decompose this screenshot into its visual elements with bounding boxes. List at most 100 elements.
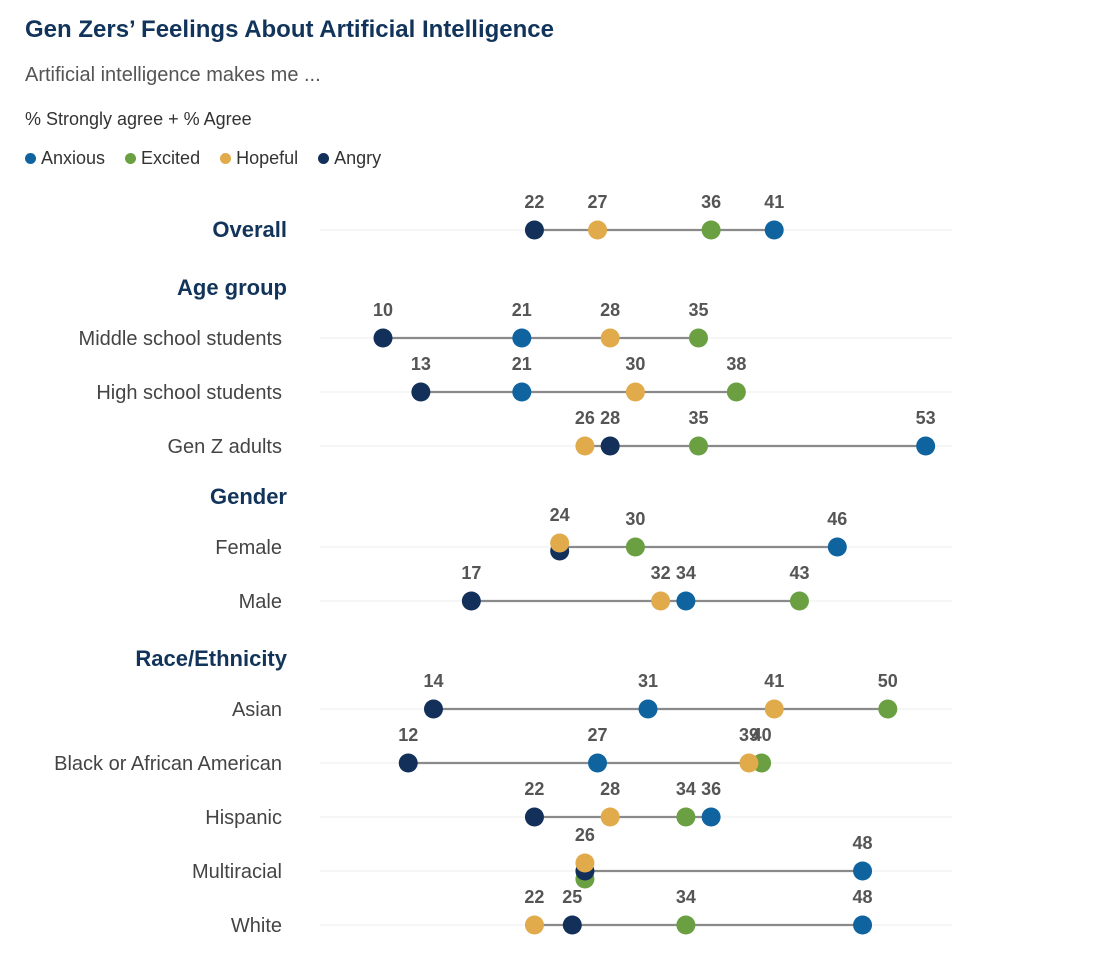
row-label-overall: Overall — [212, 217, 287, 242]
legend-label-hopeful: Hopeful — [236, 148, 299, 168]
dot-black-or-african-american-hopeful — [739, 753, 759, 773]
value-label-hispanic-anxious: 36 — [701, 779, 721, 799]
dot-white-anxious — [853, 915, 873, 935]
dot-high-school-students-hopeful — [625, 382, 645, 402]
chart-title: Gen Zers’ Feelings About Artificial Inte… — [25, 16, 554, 43]
dot-gen-z-adults-hopeful — [575, 436, 595, 456]
dot-overall-hopeful — [588, 220, 608, 240]
dot-white-excited — [676, 915, 696, 935]
legend-dot-anxious — [25, 153, 36, 164]
value-label-white-excited: 34 — [676, 887, 696, 907]
dot-male-excited — [789, 591, 809, 611]
value-label-female-excited: 30 — [625, 509, 645, 529]
value-label-male-angry: 17 — [461, 563, 481, 583]
legend-item-hopeful: Hopeful — [220, 148, 298, 169]
value-label-middle-school-students-excited: 35 — [688, 300, 708, 320]
chart-subtitle: Artificial intelligence makes me ... — [25, 64, 321, 86]
legend-item-anxious: Anxious — [25, 148, 105, 169]
value-label-asian-anxious: 31 — [638, 671, 658, 691]
value-label-gen-z-adults-anxious: 53 — [916, 408, 936, 428]
row-label-hispanic: Hispanic — [205, 807, 282, 829]
legend-label-angry: Angry — [334, 148, 382, 168]
dot-white-angry — [562, 915, 582, 935]
dot-high-school-students-anxious — [512, 382, 532, 402]
value-label-black-or-african-american-angry: 12 — [398, 725, 418, 745]
dot-overall-angry — [524, 220, 544, 240]
dot-middle-school-students-excited — [689, 328, 708, 348]
value-label-high-school-students-excited: 38 — [726, 354, 746, 374]
dot-hispanic-excited — [676, 807, 696, 827]
dot-male-angry — [461, 591, 481, 611]
value-label-hispanic-angry: 22 — [524, 779, 544, 799]
row-label-gen-z-adults: Gen Z adults — [167, 436, 282, 458]
group-title-age-group: Age group — [177, 275, 287, 300]
value-label-male-hopeful: 32 — [651, 563, 671, 583]
value-label-black-or-african-american-excited: 40 — [752, 725, 772, 745]
dot-female-excited — [625, 537, 645, 557]
value-label-middle-school-students-angry: 10 — [373, 300, 393, 320]
dot-asian-hopeful — [764, 699, 784, 719]
value-label-black-or-african-american-anxious: 27 — [588, 725, 608, 745]
dot-asian-anxious — [638, 699, 658, 719]
group-title-race-ethnicity: Race/Ethnicity — [135, 646, 287, 671]
value-label-high-school-students-angry: 13 — [411, 354, 431, 374]
value-label-overall-angry: 22 — [524, 192, 544, 212]
row-label-male: Male — [239, 591, 282, 613]
row-label-asian: Asian — [232, 699, 282, 721]
dot-black-or-african-american-angry — [398, 753, 418, 773]
value-label-white-anxious: 48 — [853, 887, 873, 907]
legend-label-anxious: Anxious — [41, 148, 106, 168]
row-label-middle-school-students: Middle school students — [79, 328, 282, 350]
dot-high-school-students-excited — [726, 382, 746, 402]
value-label-gen-z-adults-angry: 28 — [600, 408, 620, 428]
dot-high-school-students-angry — [411, 382, 431, 402]
chart-note: % Strongly agree + % Agree — [25, 109, 252, 129]
dot-asian-angry — [423, 699, 443, 719]
dot-overall-excited — [701, 220, 721, 240]
dot-multiracial-anxious — [853, 861, 873, 881]
dot-middle-school-students-anxious — [512, 328, 532, 348]
value-label-overall-excited: 36 — [701, 192, 721, 212]
value-label-high-school-students-hopeful: 30 — [625, 354, 645, 374]
value-label-hispanic-hopeful: 28 — [600, 779, 620, 799]
value-label-male-excited: 43 — [789, 563, 809, 583]
value-label-high-school-students-anxious: 21 — [512, 354, 532, 374]
dot-gen-z-adults-anxious — [916, 436, 936, 456]
row-label-female: Female — [215, 537, 282, 559]
dot-female-hopeful — [550, 533, 570, 553]
dot-white-hopeful — [524, 915, 544, 935]
dot-hispanic-angry — [524, 807, 544, 827]
value-label-overall-anxious: 41 — [764, 192, 784, 212]
value-label-gen-z-adults-hopeful: 26 — [575, 408, 595, 428]
value-label-male-anxious: 34 — [676, 563, 696, 583]
dot-gen-z-adults-excited — [689, 436, 708, 456]
legend-dot-angry — [318, 153, 330, 164]
value-label-black-or-african-american-hopeful: 39 — [739, 725, 759, 745]
row-label-high-school-students: High school students — [96, 382, 282, 404]
value-label-middle-school-students-anxious: 21 — [512, 300, 532, 320]
value-label-female-anxious: 46 — [827, 509, 847, 529]
legend-dot-hopeful — [220, 153, 232, 164]
legend-item-excited: Excited — [125, 148, 200, 169]
value-label-white-angry: 25 — [562, 887, 582, 907]
dot-overall-anxious — [764, 220, 784, 240]
dot-hispanic-hopeful — [600, 807, 620, 827]
row-label-black-or-african-american: Black or African American — [54, 753, 282, 775]
dot-hispanic-anxious — [701, 807, 721, 827]
row-label-white: White — [231, 915, 282, 937]
dot-gen-z-adults-angry — [600, 436, 620, 456]
value-label-gen-z-adults-excited: 35 — [688, 408, 708, 428]
dot-middle-school-students-angry — [373, 328, 393, 348]
legend-label-excited: Excited — [141, 148, 201, 168]
dot-multiracial-hopeful — [575, 853, 595, 873]
value-label-female-angry-hopeful: 24 — [550, 505, 570, 525]
row-label-multiracial: Multiracial — [192, 861, 282, 883]
value-label-asian-angry: 14 — [423, 671, 443, 691]
dot-asian-excited — [878, 699, 898, 719]
dot-male-hopeful — [651, 591, 671, 611]
value-label-hispanic-excited: 34 — [676, 779, 696, 799]
value-label-overall-hopeful: 27 — [588, 192, 608, 212]
legend: Anxious Excited Hopeful Angry — [25, 148, 401, 169]
dot-male-anxious — [676, 591, 696, 611]
